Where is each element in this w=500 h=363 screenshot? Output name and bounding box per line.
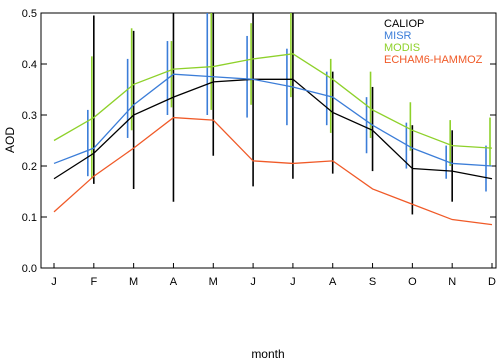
series-line-caliop <box>53 78 493 180</box>
x-axis-title: month <box>251 347 284 361</box>
x-tick-label: M <box>209 276 218 288</box>
error-bars <box>87 13 491 215</box>
x-tick-label: D <box>488 276 496 288</box>
x-tick-label: O <box>408 276 417 288</box>
x-tick-label: J <box>290 276 296 288</box>
y-axis: 0.0 0.1 0.2 0.3 0.4 0.5 <box>22 8 496 275</box>
y-tick-label: 0.5 <box>22 8 37 20</box>
x-tick-label: A <box>170 276 178 288</box>
x-tick-label: F <box>90 276 97 288</box>
y-tick-label: 0.3 <box>22 110 37 122</box>
x-tick-label: J <box>250 276 256 288</box>
y-tick-label: 0.1 <box>22 212 37 224</box>
series-line-echam6-hammoz <box>53 116 493 226</box>
y-tick-label: 0.0 <box>22 263 37 275</box>
series-lines <box>53 53 493 226</box>
y-tick-label: 0.4 <box>22 59 37 71</box>
x-tick-label: A <box>329 276 337 288</box>
legend-entry: CALIOP <box>384 18 424 30</box>
series-line-misr <box>53 73 493 167</box>
legend-entry: MODIS <box>384 42 420 54</box>
legend-entry: MISR <box>384 30 412 42</box>
x-tick-label: M <box>129 276 138 288</box>
x-tick-label: N <box>448 276 456 288</box>
y-tick-label: 0.2 <box>22 161 37 173</box>
y-axis-title: AOD <box>3 127 17 153</box>
x-tick-label: S <box>369 276 376 288</box>
series-line-modis <box>53 53 493 149</box>
x-tick-label: J <box>51 276 57 288</box>
plot-frame <box>40 12 497 269</box>
legend-entry: ECHAM6-HAMMOZ <box>384 54 483 66</box>
